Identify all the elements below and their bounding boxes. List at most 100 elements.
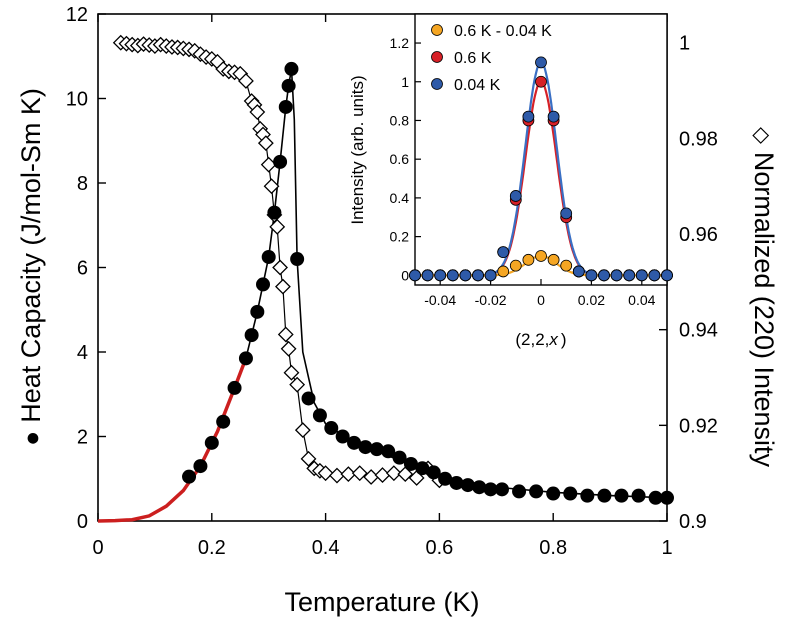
heat-capacity-point xyxy=(281,78,296,93)
y-left-tick-label: 4 xyxy=(77,342,88,364)
heat-capacity-point xyxy=(546,486,561,501)
inset-point xyxy=(535,250,547,262)
x-tick-label: 0 xyxy=(92,537,103,559)
heat-capacity-point xyxy=(216,414,231,429)
inset-legend: 0.6 K - 0.04 K 0.6 K 0.04 K xyxy=(431,23,552,94)
heat-capacity-point xyxy=(369,442,384,457)
inset-point xyxy=(648,269,661,282)
intensity-point xyxy=(340,466,357,483)
right-axis-label: Normalized (220) Intensity xyxy=(749,152,779,468)
y-right-tick-label: 0.92 xyxy=(679,415,718,437)
heat-capacity-point xyxy=(238,351,253,366)
heat-capacity-point xyxy=(472,480,487,495)
y-left-tick-label: 2 xyxy=(77,427,88,449)
inset-point xyxy=(409,269,421,282)
intensity-point xyxy=(397,466,414,483)
inset-point xyxy=(522,110,535,123)
intensity-point xyxy=(269,218,286,235)
heat-capacity-point xyxy=(438,471,453,486)
y-left-tick-label: 6 xyxy=(77,258,88,280)
y-right-tick-label: 0.98 xyxy=(679,128,718,150)
inset-point xyxy=(547,253,560,266)
intensity-point xyxy=(280,340,297,357)
inset-point xyxy=(459,269,472,282)
heat-capacity-point xyxy=(267,205,282,220)
intensity-point xyxy=(277,326,294,343)
fit-curve xyxy=(97,357,248,523)
inset-y-tick-label: 0.8 xyxy=(390,112,410,128)
inset-point xyxy=(610,269,623,282)
heat-capacity-point xyxy=(563,486,578,501)
heat-capacity-point xyxy=(312,408,327,423)
heat-capacity-point xyxy=(512,484,527,499)
x-tick-label: 0.8 xyxy=(539,537,567,559)
left-axis-label: Heat Capacity (J/mol-Sm K) xyxy=(16,88,46,423)
intensity-point xyxy=(238,73,254,89)
inset-point xyxy=(446,269,459,282)
heat-capacity-point xyxy=(460,478,475,493)
inset-x-tick-label: -0.02 xyxy=(475,292,507,308)
intensity-point xyxy=(300,450,317,467)
heat-capacity-point xyxy=(261,249,276,264)
heat-capacity-point xyxy=(415,461,430,476)
inset-x-tick-label: 0.04 xyxy=(628,292,655,308)
x-axis-title: Temperature (K) xyxy=(284,587,479,617)
y-left-tick-label: 10 xyxy=(66,89,88,111)
inset-point xyxy=(484,269,497,282)
inset-x-tick-label: 0 xyxy=(537,292,545,308)
heat-capacity-point xyxy=(227,380,242,395)
intensity-point xyxy=(275,278,291,295)
legend-marker xyxy=(431,24,443,36)
main-ticks: 0 0.2 0.4 0.6 0.8 10246810120.90.920.940.960.… xyxy=(66,4,718,559)
intensity-point xyxy=(272,259,288,276)
inset-x-axis-title: (2,2,x) xyxy=(515,330,566,349)
inset-point xyxy=(497,265,510,278)
heat-capacity-point xyxy=(483,482,498,497)
x-tick-label: 0.6 xyxy=(425,537,453,559)
main-plot-area xyxy=(97,34,674,523)
y-right-tick-label: 0.9 xyxy=(679,511,707,533)
inset-x-tick-label: 0.02 xyxy=(578,292,605,308)
inset-y-axis-title: Intensity (arb. units) xyxy=(348,75,367,224)
inset-y-tick-label: 0.2 xyxy=(390,229,410,245)
heat-capacity-point xyxy=(358,440,373,455)
heat-capacity-point xyxy=(324,421,339,436)
inset-point xyxy=(598,269,610,282)
inset-point xyxy=(661,269,673,282)
heat-capacity-point xyxy=(284,61,299,76)
intensity-point xyxy=(283,364,300,381)
legend-label: 0.6 K - 0.04 K xyxy=(454,23,552,40)
intensity-point xyxy=(289,376,306,393)
inset-point xyxy=(497,246,510,258)
x-tick-label: 0.4 xyxy=(312,537,340,559)
svg-text:●Heat Capacity (J/mol-Sm K): ● Heat Capacity (J/mol-Sm K) xyxy=(16,88,46,446)
legend-marker xyxy=(431,51,443,63)
heat-capacity-point xyxy=(529,484,544,499)
heat-capacity-point xyxy=(580,488,595,503)
heat-capacity-point xyxy=(494,482,509,497)
intensity-point xyxy=(317,465,334,482)
intensity-point xyxy=(351,465,368,482)
inset-point xyxy=(572,265,585,278)
inset-point xyxy=(623,269,636,282)
heat-capacity-point xyxy=(290,252,305,267)
right-axis-marker: ◇ xyxy=(750,127,775,144)
heat-capacity-point xyxy=(648,490,663,505)
inset-y-tick-label: 1 xyxy=(401,74,409,90)
inset-plot-area xyxy=(409,56,673,282)
inset-point xyxy=(535,56,547,69)
x-tick-label: 0.2 xyxy=(198,537,226,559)
inset-x-tick-label: -0.04 xyxy=(424,292,456,308)
inset-y-tick-label: 1.2 xyxy=(390,35,410,51)
intensity-point xyxy=(385,465,402,482)
heat-capacity-point xyxy=(301,391,316,406)
intensity-point xyxy=(249,104,266,120)
heat-capacity-point xyxy=(193,459,208,474)
inset-point xyxy=(509,190,522,202)
y-left-tick-label: 0 xyxy=(77,511,88,533)
heat-capacity-point xyxy=(449,475,464,490)
inset-point xyxy=(421,269,434,282)
y-right-tick-label: 1 xyxy=(679,33,690,55)
heat-capacity-point xyxy=(660,490,674,505)
heat-capacity-point xyxy=(347,435,362,450)
